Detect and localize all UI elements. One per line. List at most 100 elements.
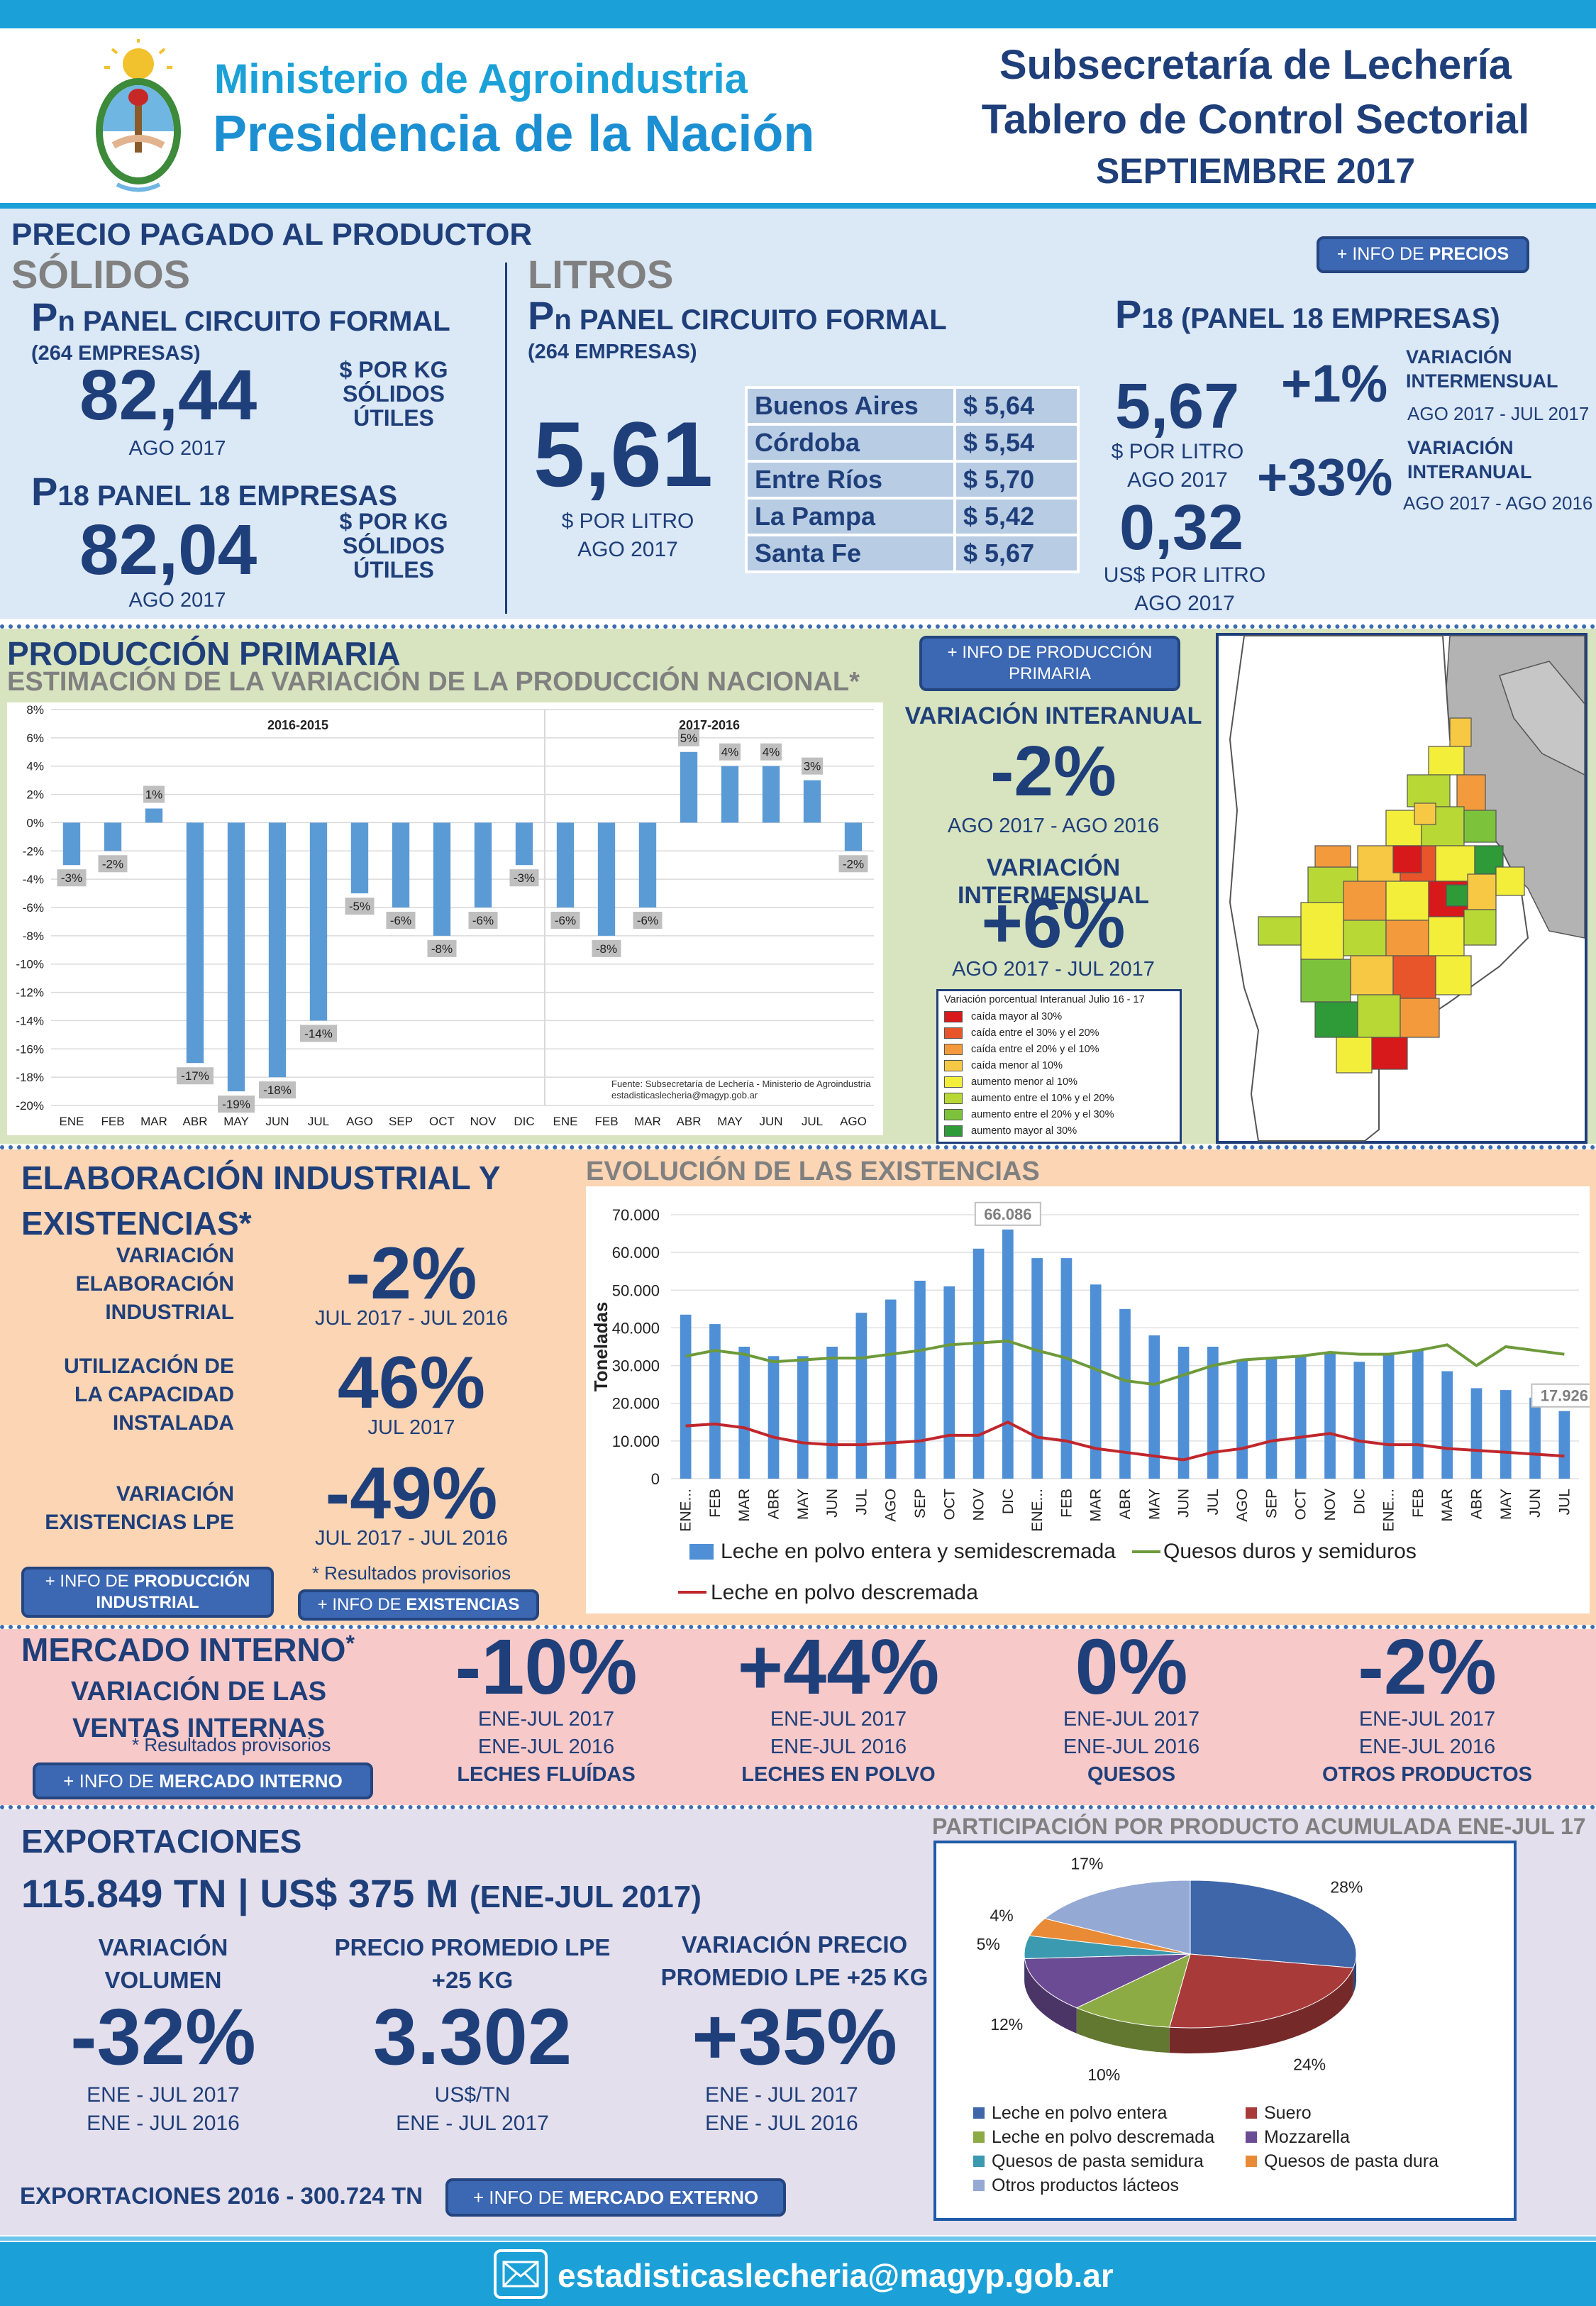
elab-period: JUL 2017 - JUL 2016 [315, 1307, 508, 1330]
data-label-bg [345, 898, 375, 915]
exports-price-unit: US$/TN [434, 2083, 511, 2107]
pie-slice [1043, 1880, 1191, 1955]
map-department [1449, 717, 1472, 747]
data-label: -14% [304, 1027, 333, 1040]
map-department [1392, 845, 1422, 873]
y-tick-label: 40.000 [612, 1319, 660, 1337]
exports-pvar-value: +35% [692, 1992, 897, 2081]
map-department [1350, 955, 1394, 995]
data-label: -19% [222, 1098, 250, 1111]
info-produccion-industrial-button[interactable]: + INFO DE PRODUCCIÓN INDUSTRIAL [21, 1567, 274, 1618]
elab-value: -2% [345, 1232, 477, 1315]
bar [1324, 1352, 1336, 1479]
pie-legend-label: Otros productos lácteos [992, 2175, 1179, 2195]
x-tick-label: AGO [883, 1489, 899, 1522]
market-value: 0% [1075, 1623, 1188, 1711]
pie-slice [1024, 1953, 1191, 2009]
market-period: ENE-JUL 2016 [477, 1736, 615, 1758]
y-tick-label: 4% [26, 760, 44, 773]
exports-vol-period2: ENE - JUL 2016 [87, 2112, 240, 2135]
map-legend-label: aumento menor al 10% [971, 1076, 1077, 1088]
legend-label: Leche en polvo entera y semidescremada [721, 1540, 1116, 1563]
x-tick-label: MAY [1498, 1489, 1514, 1520]
info-existencias-button[interactable]: + INFO DE EXISTENCIAS [298, 1589, 539, 1621]
pie-slice [1169, 1953, 1354, 2029]
market-label: LECHES FLUÍDAS [457, 1763, 636, 1786]
info-mercado-interno-button[interactable]: + INFO DE MERCADO INTERNO [33, 1762, 373, 1799]
table-row: Córdoba $ 5,54 [745, 423, 1080, 463]
x-tick-label: JUL [853, 1489, 870, 1515]
bar [1002, 1229, 1014, 1479]
bar [268, 822, 287, 1078]
cap-period: JUL 2017 [367, 1416, 455, 1439]
x-tick-label: FEB [1058, 1489, 1075, 1518]
y-tick-label: 0 [651, 1470, 660, 1488]
map-department [1456, 774, 1486, 811]
y-tick-label: 50.000 [612, 1281, 660, 1299]
pie-slice [1075, 1953, 1191, 2028]
litros-title: LITROS [528, 252, 674, 297]
x-tick-label: ENE... [1381, 1489, 1397, 1532]
map-neighbor-region [1499, 661, 1585, 776]
litros-pn-date: AGO 2017 [577, 538, 678, 561]
p18-litro-value: 5,67 [1115, 371, 1240, 442]
data-label-bg [838, 855, 868, 873]
bar [638, 822, 657, 907]
map-department [1414, 802, 1436, 825]
x-tick-label: AGO [346, 1115, 373, 1128]
y-tick-label: 10.000 [612, 1433, 660, 1450]
coat-of-arms-logo [96, 39, 181, 192]
x-tick-label: FEB [101, 1115, 124, 1128]
map-legend-item: caída mayor al 30% [944, 1008, 1174, 1025]
bar [803, 780, 821, 823]
bar [104, 822, 122, 851]
chart-source: estadisticaslecheria@magyp.gob.ar [611, 1090, 758, 1100]
data-label-bg [678, 729, 699, 746]
market-value: +44% [737, 1623, 940, 1711]
p18-var-m-label: VARIACIÓN INTERMENSUAL [1406, 346, 1558, 392]
production-var-a-value: -2% [990, 732, 1116, 811]
info-produccion-primaria-button[interactable]: + INFO DE PRODUCCIÓN PRIMARIA [919, 636, 1180, 691]
bar [1500, 1390, 1512, 1479]
info-precios-button[interactable]: + INFO DE PRECIOS [1317, 236, 1529, 273]
data-label-bg [218, 1096, 255, 1113]
province-name: Entre Ríos [745, 460, 956, 500]
map-department [1495, 866, 1525, 896]
p18-litro-date: AGO 2017 [1127, 468, 1228, 492]
map-legend-swatch [944, 1125, 963, 1137]
map-legend-label: aumento entre el 10% y el 20% [971, 1092, 1114, 1104]
map-department [1336, 1037, 1373, 1074]
x-tick-label: AGO [840, 1115, 867, 1128]
footer-email[interactable]: estadisticaslecheria@magyp.gob.ar [558, 2257, 1114, 2294]
pie-legend-label: Leche en polvo descremada [992, 2127, 1214, 2147]
exports-total-2016: EXPORTACIONES 2016 - 300.724 TN [20, 2183, 423, 2209]
bar [1470, 1388, 1483, 1479]
solidos-pn-value: 82,44 [79, 355, 257, 435]
map-legend-label: caída entre el 30% y el 20% [971, 1027, 1099, 1039]
y-tick-label: 20.000 [612, 1395, 660, 1413]
data-label-bg [974, 1201, 1041, 1226]
bar [186, 822, 204, 1064]
bar [597, 822, 616, 936]
data-label-bg [719, 743, 741, 761]
info-mercado-externo-button[interactable]: + INFO DE MERCADO EXTERNO [445, 2178, 786, 2217]
x-tick-label: FEB [707, 1489, 724, 1518]
solidos-pn-date: AGO 2017 [128, 437, 226, 460]
bar [762, 766, 780, 823]
market-period: ENE-JUL 2016 [1063, 1736, 1200, 1758]
y-tick-label: -6% [23, 901, 44, 915]
bar [1265, 1357, 1278, 1479]
data-label: -6% [555, 914, 576, 927]
x-tick-label: SEP [1263, 1489, 1280, 1518]
x-tick-label: SEP [389, 1115, 413, 1128]
legend-label: Leche en polvo descremada [711, 1581, 978, 1604]
table-row: Entre Ríos $ 5,70 [745, 460, 1080, 500]
x-tick-label: JUN [824, 1489, 841, 1518]
province-name: La Pampa [745, 497, 956, 536]
header-title2: Tablero de Control Sectorial [981, 96, 1530, 143]
production-title: PRODUCCIÓN PRIMARIA [7, 635, 401, 672]
pie-legend-swatch [973, 2107, 985, 2119]
x-tick-label: MAY [717, 1115, 743, 1128]
p18-var-a-period: AGO 2017 - AGO 2016 [1403, 492, 1593, 514]
exports-vol-period1: ENE - JUL 2017 [87, 2083, 240, 2107]
